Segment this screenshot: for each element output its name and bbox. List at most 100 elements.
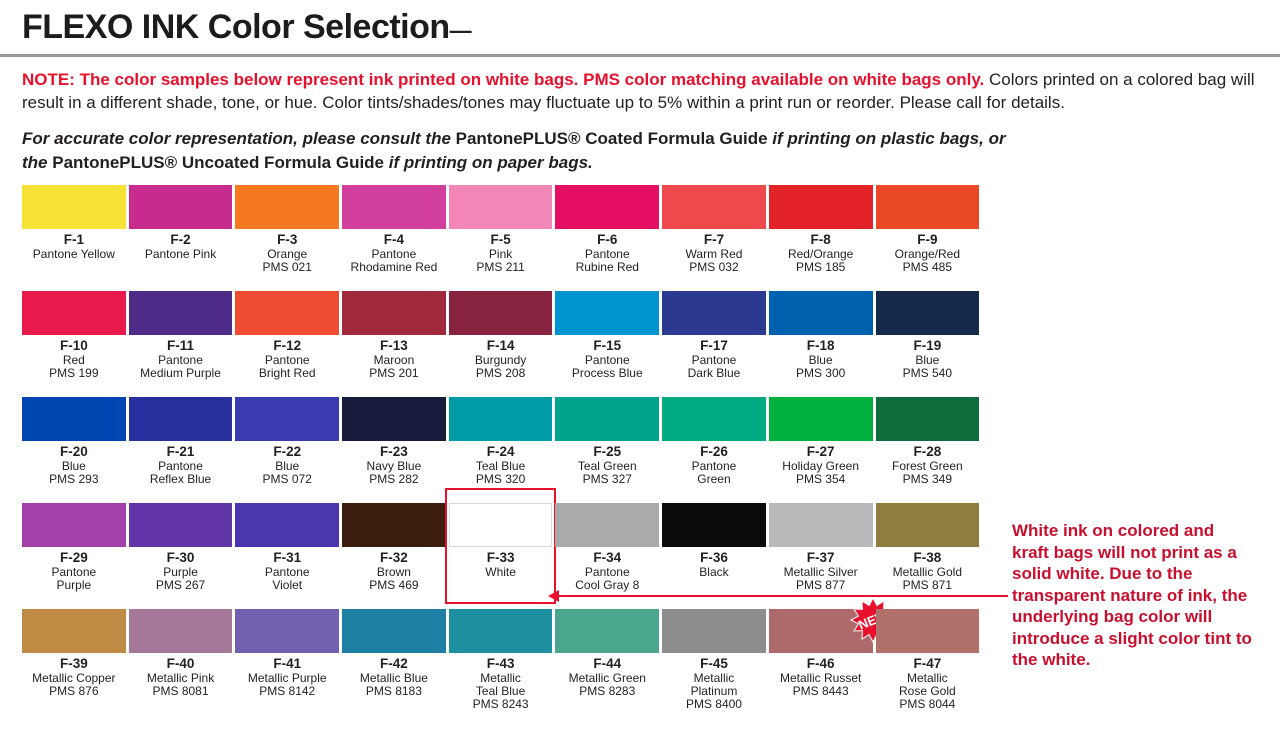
color-swatch-f-14 [448, 291, 553, 335]
swatch-desc-line: PMS 485 [902, 260, 953, 274]
swatch-label: F-44 Metallic Green PMS 8283 [555, 656, 659, 698]
swatch-desc-line: Rubine Red [575, 260, 639, 274]
swatch-code: F-23 [380, 444, 408, 459]
swatch-label: F-37 Metallic Silver PMS 877 [769, 550, 873, 592]
color-swatch-f-18 [768, 291, 873, 335]
swatch-desc-line: Rhodamine Red [350, 260, 438, 274]
swatch-code: F-8 [810, 232, 831, 247]
swatch-label: F-43 Metallic Teal Blue PMS 8243 [449, 656, 553, 711]
color-swatch-f-10 [22, 291, 126, 335]
swatch-cell-f-17: F-17 Pantone Dark Blue [662, 291, 766, 397]
color-swatch-f-23 [342, 397, 446, 441]
swatch-label: F-26 Pantone Green [662, 444, 766, 486]
swatch-desc-line: Medium Purple [140, 366, 221, 380]
swatch-cell-f-9: F-9 Orange/Red PMS 485 [875, 185, 980, 291]
swatch-code: F-41 [273, 656, 302, 671]
swatch-desc-line: Black [699, 565, 729, 579]
color-swatch-f-8 [768, 185, 873, 229]
color-swatch-f-21 [128, 397, 233, 441]
color-swatch-f-11 [128, 291, 233, 335]
color-swatch-f-15 [555, 291, 660, 335]
color-swatch-f-22 [235, 397, 340, 441]
swatch-cell-f-6: F-6 Pantone Rubine Red [555, 185, 660, 291]
swatch-cell-f-19: F-19 Blue PMS 540 [875, 291, 980, 397]
swatch-label: F-45 Metallic Platinum PMS 8400 [662, 656, 766, 711]
swatch-label: F-8 Red/Orange PMS 185 [769, 232, 873, 274]
swatch-desc-line: Teal Blue [475, 684, 526, 698]
color-swatch-f-37 [768, 503, 873, 547]
color-swatch-f-24 [448, 397, 553, 441]
color-swatch-f-1 [22, 185, 126, 229]
color-swatch-f-26 [662, 397, 766, 441]
page-title: FLEXO INK Color Selection [22, 8, 450, 46]
swatch-label: F-31 Pantone Violet [235, 550, 339, 592]
swatch-code: F-29 [59, 550, 88, 565]
swatch-desc-line: PMS 8400 [685, 697, 742, 711]
swatch-desc-line: PMS 201 [369, 366, 419, 380]
swatch-label: F-3 Orange PMS 021 [235, 232, 339, 274]
swatch-desc-line: Orange [267, 247, 308, 261]
swatch-code: F-4 [383, 232, 405, 247]
swatch-code: F-5 [490, 232, 511, 247]
swatch-desc-line: PMS 185 [795, 260, 846, 274]
swatch-label: F-13 Maroon PMS 201 [342, 338, 446, 380]
swatch-desc-line: White [485, 565, 516, 579]
swatch-cell-f-41: F-41 Metallic Purple PMS 8142 [235, 609, 340, 715]
swatch-cell-f-26: F-26 Pantone Green [662, 397, 766, 503]
arrow-head-icon [548, 590, 559, 602]
swatch-code: F-47 [913, 656, 942, 671]
swatch-desc-line: PMS 320 [475, 472, 526, 486]
formula-uncoated-guide: PantonePLUS® Uncoated Formula Guide [52, 153, 385, 172]
color-swatch-f-44 [555, 609, 660, 653]
formula-seg1: For accurate color representation, pleas… [22, 129, 456, 148]
swatch-desc-line: PMS 8243 [472, 697, 529, 711]
color-swatch-f-5 [448, 185, 553, 229]
swatch-code: F-19 [913, 338, 942, 353]
swatch-grid: F-1 Pantone Yellow F-2 Pantone Pink F-3 Orang… [22, 185, 980, 715]
swatch-label: F-20 Blue PMS 293 [22, 444, 126, 486]
swatch-code: F-27 [806, 444, 835, 459]
swatch-code: F-6 [597, 232, 618, 247]
swatch-desc-line: PMS 327 [582, 472, 632, 486]
color-swatch-f-38 [875, 503, 980, 547]
swatch-desc-line: Pantone [584, 565, 630, 579]
swatch-desc-line: Pantone Yellow [32, 247, 115, 261]
swatch-desc-line: PMS 8183 [365, 684, 422, 698]
swatch-cell-f-10: F-10 Red PMS 199 [22, 291, 126, 397]
swatch-desc-line: PMS 540 [902, 366, 953, 380]
swatch-code: F-46 [806, 656, 835, 671]
swatch-label: F-1 Pantone Yellow [22, 232, 126, 261]
swatch-desc-line: Pink [488, 247, 513, 261]
swatch-desc-line: Warm Red [685, 247, 743, 261]
color-swatch-f-25 [555, 397, 660, 441]
color-swatch-f-9 [875, 185, 980, 229]
swatch-cell-f-30: F-30 Purple PMS 267 [128, 503, 233, 609]
swatch-code: F-31 [273, 550, 302, 565]
swatch-desc-line: Bright Red [258, 366, 316, 380]
swatch-desc-line: PMS 282 [369, 472, 419, 486]
swatch-label: F-5 Pink PMS 211 [449, 232, 553, 274]
swatch-label: F-36 Black [662, 550, 766, 579]
swatch-desc-line: Blue [915, 353, 940, 367]
swatch-code: F-11 [167, 338, 195, 353]
swatch-cell-f-44: F-44 Metallic Green PMS 8283 [555, 609, 660, 715]
swatch-label: F-18 Blue PMS 300 [769, 338, 873, 380]
swatch-code: F-17 [700, 338, 728, 353]
swatch-code: F-26 [700, 444, 728, 459]
swatch-label: F-22 Blue PMS 072 [235, 444, 339, 486]
swatch-code: F-39 [59, 656, 88, 671]
swatch-cell-f-36: F-36 Black [662, 503, 766, 609]
swatch-code: F-3 [277, 232, 298, 247]
swatch-code: F-40 [166, 656, 195, 671]
swatch-label: F-2 Pantone Pink [129, 232, 233, 261]
swatch-label: F-47 Metallic Rose Gold PMS 8044 [876, 656, 980, 711]
swatch-desc-line: Brown [376, 565, 411, 579]
note-paragraph: NOTE: The color samples below represent … [22, 68, 1264, 114]
swatch-desc-line: Pantone [158, 459, 203, 473]
color-swatch-f-31 [235, 503, 340, 547]
swatch-label: F-14 Burgundy PMS 208 [449, 338, 553, 380]
swatch-desc-line: Pantone [264, 353, 310, 367]
swatch-label: F-23 Navy Blue PMS 282 [342, 444, 446, 486]
swatch-desc-line: PMS 8081 [152, 684, 209, 698]
swatch-cell-f-46: NEW F-46 Metallic Russet PMS 8443 [768, 596, 896, 715]
